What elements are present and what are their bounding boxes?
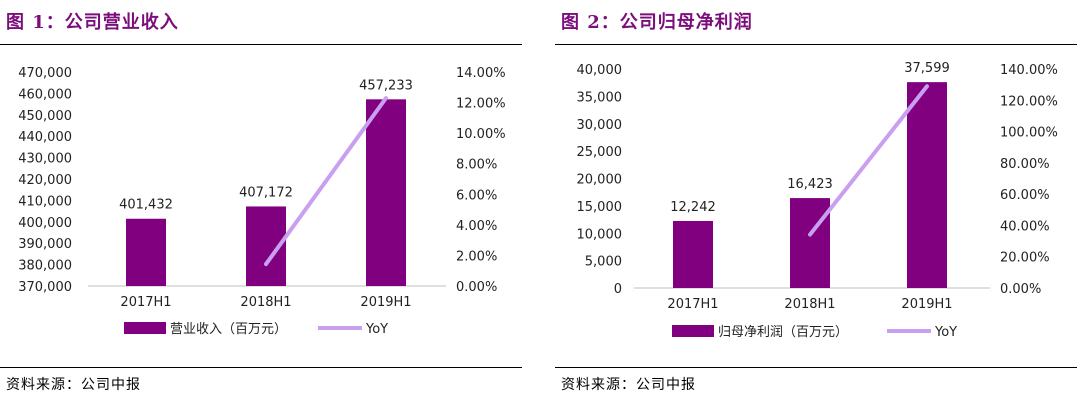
data-label: 12,242 — [670, 200, 716, 215]
legend-line-label: YoY — [365, 322, 388, 337]
chart-panel-net-profit: 图 2：公司归母净利润 0 5,000 10,000 15,000 20,000 25,0… — [555, 0, 1080, 405]
x-tick-label: 2018H1 — [784, 297, 835, 312]
y-left-tick-label: 5,000 — [585, 255, 622, 270]
x-tick-label: 2018H1 — [240, 295, 291, 310]
x-tick-label: 2017H1 — [120, 295, 171, 310]
x-tick-label: 2019H1 — [901, 297, 952, 312]
y-left-tick-label: 0 — [614, 282, 622, 297]
y-right-tick-label: 60.00% — [1000, 188, 1050, 203]
y-right-tick-label: 0.00% — [456, 280, 497, 295]
y-right-tick-label: 14.00% — [456, 66, 506, 81]
y-right-tick-label: 8.00% — [456, 158, 497, 173]
legend-bar-label: 营业收入（百万元） — [170, 322, 287, 337]
y-left-tick-label: 470,000 — [18, 66, 72, 81]
data-label: 16,423 — [787, 177, 833, 192]
title-rule — [555, 44, 1077, 45]
y-left-tick-label: 460,000 — [18, 87, 72, 102]
y-left-tick-label: 30,000 — [577, 118, 623, 133]
y-left-tick-label: 400,000 — [18, 216, 72, 231]
y-left-tick-label: 380,000 — [18, 259, 72, 274]
data-label: 407,172 — [239, 185, 293, 200]
y-left-tick-label: 420,000 — [18, 173, 72, 188]
y-left-tick-label: 390,000 — [18, 237, 72, 252]
y-left-tick-label: 370,000 — [18, 280, 72, 295]
legend-bar-swatch — [672, 325, 714, 337]
y-right-tick-label: 120.00% — [1000, 94, 1058, 109]
source-note: 资料来源：公司中报 — [6, 377, 141, 393]
net-profit-chart: 0 5,000 10,000 15,000 20,000 25,000 30,000 35,0… — [577, 61, 1058, 340]
y-left-tick-label: 40,000 — [577, 63, 623, 78]
y-left-tick-label: 10,000 — [577, 227, 623, 242]
data-label: 37,599 — [904, 61, 950, 76]
x-tick-label: 2019H1 — [360, 295, 411, 310]
legend-bar-swatch — [124, 322, 166, 334]
y-right-tick-label: 140.00% — [1000, 63, 1058, 78]
chart-title: 图 2：公司归母净利润 — [561, 12, 753, 33]
y-right-tick-label: 2.00% — [456, 249, 497, 264]
y-right-tick-label: 40.00% — [1000, 219, 1050, 234]
x-tick-label: 2017H1 — [667, 297, 718, 312]
legend-bar-label: 归母净利润（百万元） — [718, 325, 848, 340]
source-rule — [0, 367, 522, 368]
y-right-tick-label: 100.00% — [1000, 126, 1058, 141]
y-left-tick-label: 20,000 — [577, 173, 623, 188]
y-right-tick-label: 4.00% — [456, 219, 497, 234]
y-left-tick-label: 430,000 — [18, 152, 72, 167]
chart-panel-revenue: 图 1：公司营业收入 370,000 380,000 390,000 400,000 4… — [0, 0, 530, 405]
y-left-tick-label: 15,000 — [577, 200, 623, 215]
bar — [366, 99, 406, 286]
y-left-tick-label: 440,000 — [18, 130, 72, 145]
y-left-tick-label: 25,000 — [577, 145, 623, 160]
y-right-tick-label: 20.00% — [1000, 251, 1050, 266]
y-left-tick-label: 410,000 — [18, 194, 72, 209]
bar — [790, 198, 830, 288]
legend-line-label: YoY — [934, 325, 957, 340]
y-right-tick-label: 80.00% — [1000, 157, 1050, 172]
data-label: 457,233 — [359, 78, 413, 93]
y-right-tick-label: 0.00% — [1000, 282, 1041, 297]
chart-title: 图 1：公司营业收入 — [6, 12, 179, 33]
y-left-tick-label: 450,000 — [18, 109, 72, 124]
y-right-tick-label: 10.00% — [456, 127, 506, 142]
source-rule — [555, 367, 1077, 368]
bar — [907, 82, 947, 288]
source-note: 资料来源：公司中报 — [561, 377, 696, 393]
yoy-series-line — [264, 96, 388, 267]
data-label: 401,432 — [119, 198, 173, 213]
revenue-chart: 370,000 380,000 390,000 400,000 410,000 420,0… — [18, 66, 506, 337]
title-rule — [0, 44, 522, 45]
bar — [673, 220, 713, 288]
y-right-tick-label: 6.00% — [456, 188, 497, 203]
bar — [126, 218, 166, 286]
yoy-series-line — [808, 84, 929, 237]
y-right-tick-label: 12.00% — [456, 97, 506, 112]
y-left-tick-label: 35,000 — [577, 90, 623, 105]
